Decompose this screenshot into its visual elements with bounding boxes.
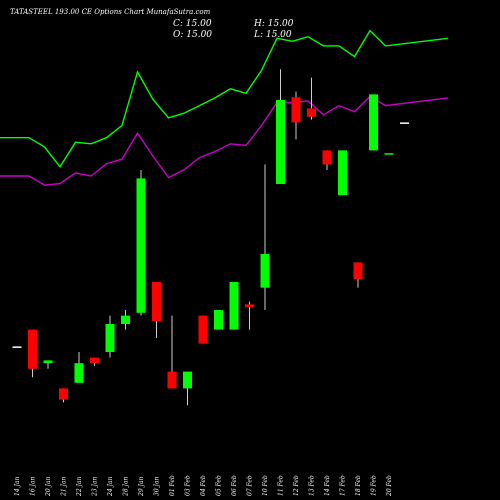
x-tick-label: 14 Jan	[14, 476, 21, 496]
x-tick-label: 24 Jan	[107, 476, 114, 497]
candle-2	[28, 329, 37, 378]
candle-body	[400, 122, 409, 124]
candle-20	[307, 77, 316, 120]
candle-body	[105, 324, 115, 352]
candle-14	[214, 310, 223, 330]
candle-body	[28, 329, 37, 369]
x-tick-label: 07 Feb	[247, 475, 254, 496]
x-tick-label: 29 Jan	[138, 476, 145, 497]
candles-layer	[12, 69, 409, 406]
x-tick-label: 10 Feb	[262, 475, 269, 496]
candle-body	[353, 262, 363, 280]
candle-body	[136, 178, 146, 313]
candle-13	[198, 315, 208, 344]
candle-12	[183, 371, 192, 406]
high-readout: H: 15.00	[254, 19, 294, 29]
candle-body	[369, 94, 378, 151]
candle-17	[260, 164, 270, 310]
middle-band-line	[0, 95, 449, 186]
candle-body	[152, 282, 161, 322]
candle-body	[90, 357, 99, 364]
chart-title: TATASTEEL 193.00 CE Options Chart Munafa…	[10, 8, 211, 16]
x-tick-label: 22 Jan	[76, 476, 83, 497]
candle-body	[59, 388, 68, 400]
candle-body	[322, 150, 332, 165]
candle-18	[276, 69, 285, 184]
candle-body	[260, 254, 270, 288]
candle-body	[12, 346, 22, 348]
x-tick-label: 16 Jan	[30, 476, 37, 496]
candle-9	[136, 170, 146, 316]
x-tick-label: 21 Jan	[61, 476, 68, 497]
candle-19	[291, 91, 301, 140]
x-tick-label: 23 Jan	[92, 476, 99, 497]
low-readout: L: 15.00	[254, 30, 292, 40]
candle-body	[74, 363, 84, 383]
x-tick-label: 11 Feb	[278, 475, 285, 496]
x-tick-label: 18 Feb	[355, 475, 362, 496]
x-tick-label: 03 Feb	[185, 475, 192, 496]
candle-1	[12, 346, 22, 348]
candle-body	[229, 282, 239, 330]
x-tick-label: 19 Feb	[371, 475, 378, 496]
candle-10	[152, 282, 161, 338]
x-tick-label: 12 Feb	[293, 475, 300, 496]
x-tick-label: 14 Feb	[324, 475, 331, 496]
candle-11	[167, 315, 177, 389]
candle-body	[121, 315, 130, 324]
x-tick-label: 17 Feb	[340, 475, 347, 496]
candle-body	[338, 150, 347, 196]
candle-22	[338, 150, 347, 196]
x-tick-label: 30 Jan	[154, 476, 161, 496]
upper-band-line	[0, 29, 449, 169]
candle-body	[276, 100, 285, 184]
candle-8	[121, 310, 130, 330]
x-tick-label: 20 Jan	[45, 476, 52, 497]
candle-body	[307, 108, 316, 117]
candle-21	[322, 150, 332, 170]
candle-25	[384, 153, 394, 155]
x-tick-label: 13 Feb	[309, 475, 316, 496]
candle-7	[105, 315, 115, 358]
x-tick-label: 20 Feb	[386, 475, 393, 497]
candle-15	[229, 282, 239, 330]
candle-23	[353, 262, 363, 288]
x-tick-label: 01 Feb	[169, 475, 176, 496]
x-tick-label: 04 Feb	[200, 475, 207, 496]
candle-body	[198, 315, 208, 344]
candle-16	[245, 301, 254, 330]
close-readout: C: 15.00	[173, 19, 212, 29]
candle-body	[167, 371, 177, 389]
candle-3	[43, 360, 53, 369]
bands-layer	[0, 29, 449, 186]
candle-body	[291, 97, 301, 123]
candle-body	[43, 360, 53, 364]
candle-5	[74, 352, 84, 383]
candle-24	[369, 94, 378, 151]
open-readout: O: 15.00	[173, 30, 213, 40]
x-tick-label: 05 Feb	[216, 475, 223, 496]
candle-body	[183, 371, 192, 389]
x-axis-labels: 14 Jan 16 Jan 20 Jan 21 Jan 22 Jan 23 Jan 24 J…	[14, 475, 393, 497]
candle-6	[90, 357, 99, 366]
x-tick-label: 28 Jan	[123, 476, 130, 497]
candle-26	[400, 122, 409, 124]
candle-body	[214, 310, 223, 330]
candle-4	[59, 388, 68, 403]
x-tick-label: 06 Feb	[231, 475, 238, 496]
candle-body	[245, 304, 254, 308]
candle-body	[384, 153, 394, 155]
